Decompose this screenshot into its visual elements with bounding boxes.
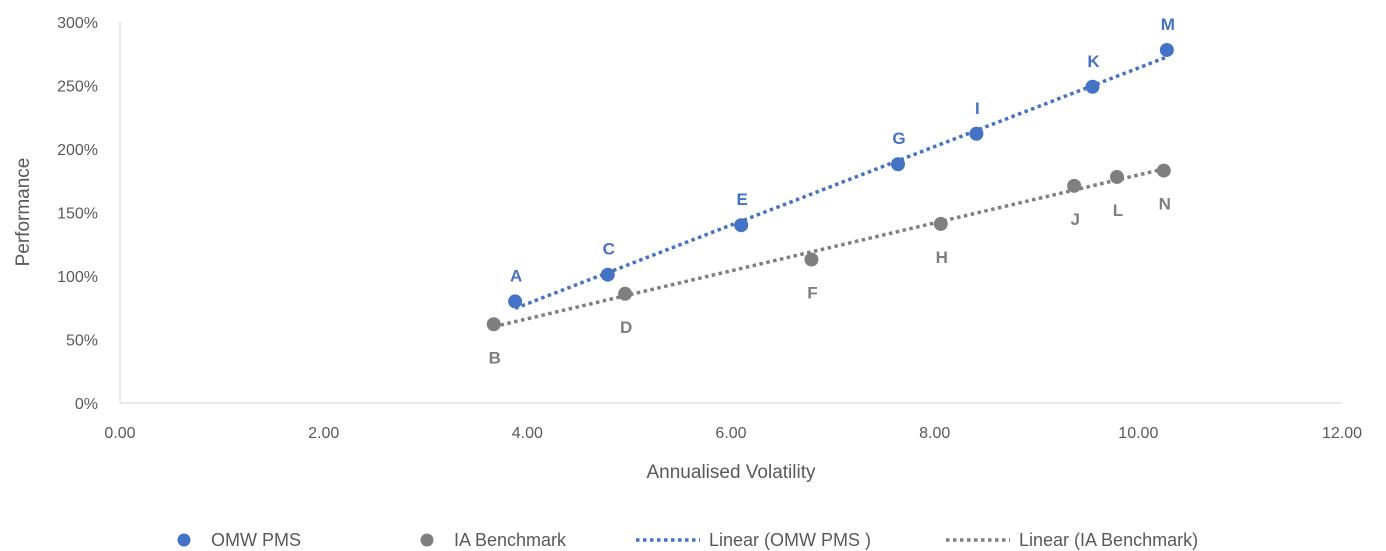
data-point [804, 252, 819, 267]
legend-label-ia-benchmark: IA Benchmark [454, 530, 567, 550]
point-label: H [936, 248, 948, 267]
point-label: M [1161, 15, 1175, 34]
x-tick-label: 12.00 [1322, 425, 1362, 442]
axes [119, 22, 1342, 404]
data-point [1109, 169, 1124, 184]
legend: OMW PMS IA Benchmark Linear (OMW PMS ) L… [177, 530, 1198, 550]
x-axis-ticks: 0.00 2.00 4.00 6.00 8.00 10.00 12.00 [104, 425, 1362, 442]
point-label: J [1070, 210, 1079, 229]
point-label: A [510, 266, 522, 285]
trendline [493, 167, 1165, 329]
x-tick-label: 6.00 [715, 425, 746, 442]
y-tick-label: 50% [66, 333, 98, 350]
y-tick-label: 300% [57, 15, 98, 32]
y-tick-label: 250% [57, 79, 98, 96]
x-axis-title: Annualised Volatility [647, 462, 816, 483]
data-point [1159, 42, 1174, 57]
data-point [508, 294, 523, 309]
x-tick-label: 0.00 [104, 425, 135, 442]
point-label: I [975, 99, 980, 118]
data-point [600, 267, 615, 282]
data-point [933, 216, 948, 231]
legend-label-omw-pms: OMW PMS [211, 530, 301, 550]
data-point [1156, 163, 1171, 178]
point-label: C [603, 240, 615, 259]
data-point [1085, 79, 1100, 94]
y-tick-label: 150% [57, 206, 98, 223]
point-label: B [489, 348, 501, 367]
y-axis-title: Performance [13, 158, 34, 267]
y-axis-ticks: 0% 50% 100% 150% 200% 250% 300% [57, 15, 98, 413]
data-point [891, 157, 906, 172]
trendlines [493, 55, 1168, 329]
trendline [514, 55, 1168, 311]
x-tick-label: 10.00 [1118, 425, 1158, 442]
point-label: L [1113, 201, 1123, 220]
legend-marker-omw-pms [177, 533, 191, 547]
data-point [734, 218, 749, 233]
data-point [486, 317, 501, 332]
data-point [618, 286, 633, 301]
point-label: K [1087, 52, 1100, 71]
point-label: F [807, 283, 817, 302]
legend-label-linear-ia-benchmark: Linear (IA Benchmark) [1019, 530, 1198, 550]
legend-label-linear-omw-pms: Linear (OMW PMS ) [709, 530, 871, 550]
y-tick-label: 200% [57, 142, 98, 159]
y-tick-label: 100% [57, 269, 98, 286]
point-label: D [620, 318, 632, 337]
point-label: G [892, 129, 905, 148]
data-point [969, 126, 984, 141]
x-tick-label: 2.00 [308, 425, 339, 442]
point-label: E [737, 190, 748, 209]
point-label: N [1159, 195, 1171, 214]
x-tick-label: 4.00 [512, 425, 543, 442]
x-tick-label: 8.00 [919, 425, 950, 442]
point-labels: A C E G I K M B D F H J L N [489, 15, 1175, 367]
data-points [486, 42, 1174, 332]
legend-marker-ia-benchmark [420, 533, 434, 547]
y-tick-label: 0% [75, 396, 98, 413]
data-point [1067, 178, 1082, 193]
